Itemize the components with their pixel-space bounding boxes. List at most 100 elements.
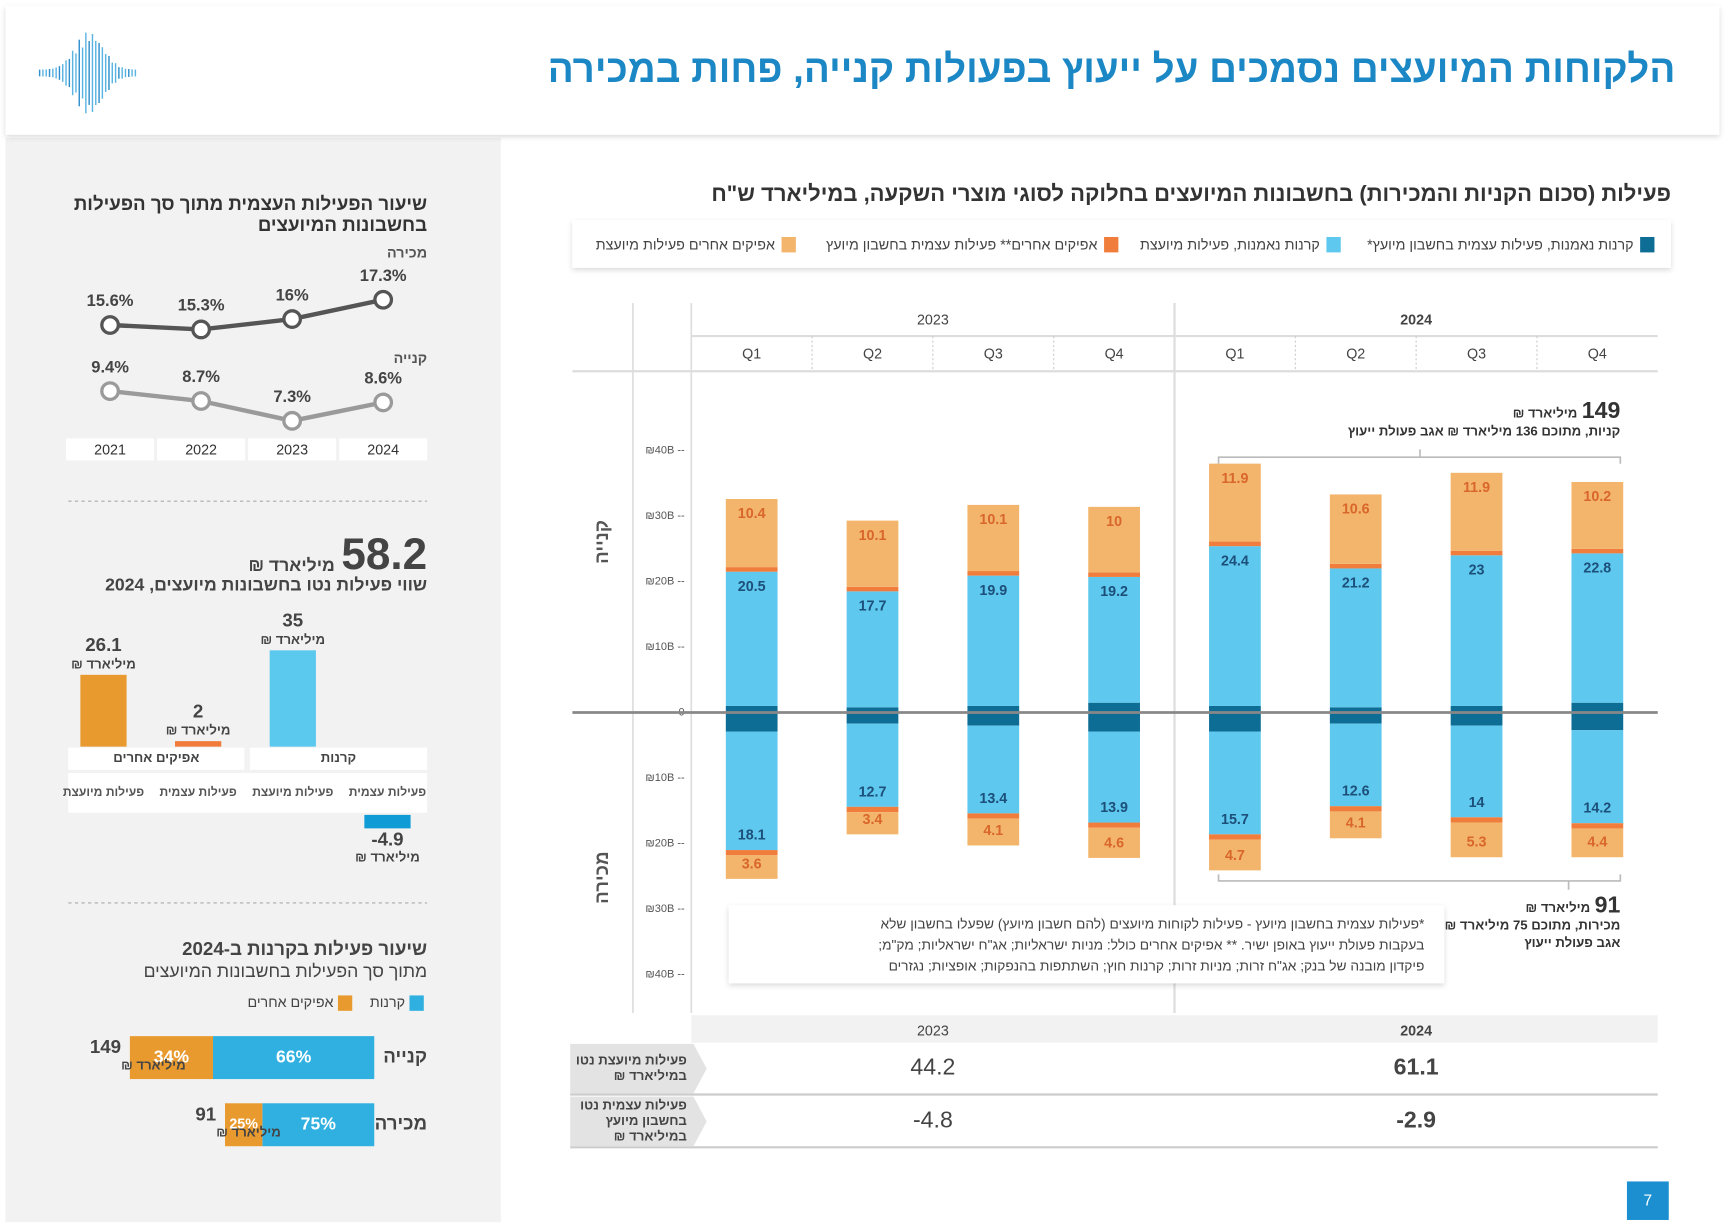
headline-value: 58.2	[341, 530, 427, 579]
header-bar	[5, 5, 1720, 135]
bar-segment	[1209, 705, 1261, 713]
year-label: 2023	[917, 312, 949, 328]
panel-title: בחשבונות המיועצים	[258, 214, 427, 235]
bar-value-label: 14.2	[1583, 801, 1611, 817]
segment-label: 75%	[301, 1113, 337, 1133]
y-tick-label: ₪30B --	[645, 903, 685, 915]
y-tick-label: ₪20B --	[645, 575, 685, 587]
legend-label: אפיקים אחרים	[247, 995, 333, 1011]
bar-value-label: 4.1	[983, 823, 1003, 839]
quarter-label: Q1	[1225, 347, 1244, 363]
bar-value-label: 18.1	[738, 828, 766, 844]
bar-segment	[846, 707, 899, 713]
bar-value-label: 10	[1106, 514, 1122, 530]
bar-segment	[967, 818, 1020, 846]
line-point	[191, 319, 212, 340]
bar-segment	[1571, 481, 1624, 549]
series-label: קנייה	[394, 351, 428, 367]
legend-swatch	[1104, 236, 1119, 253]
bracket	[1217, 449, 1622, 464]
point-label: 16%	[276, 286, 309, 304]
bar-segment	[967, 712, 1020, 726]
bar-value-label: 4.6	[1104, 835, 1124, 851]
panel-title: שיעור הפעילות העצמית מתוך סך הפעילות	[74, 193, 427, 214]
bar-segment	[1450, 817, 1503, 823]
bar-value-label: 4.7	[1225, 848, 1245, 864]
legend-label: קרנות	[370, 995, 405, 1011]
group-box	[249, 747, 428, 770]
legend-swatch	[1640, 236, 1655, 253]
row-label: פעילות מיועצת נטו	[576, 1052, 687, 1067]
bar-segment	[1450, 705, 1503, 713]
line-series	[109, 297, 384, 332]
annotation-note: קניות, מתוכם 136 מיליארד ₪ אגב פעולת ייע…	[1348, 423, 1620, 438]
total-unit: מיליארד ₪	[216, 1124, 281, 1139]
legend-label: אפיקים אחרים פעילות מיועצת	[596, 237, 775, 254]
group-box	[68, 747, 245, 770]
bar-value-label: 3.6	[742, 856, 762, 872]
point-label: 15.3%	[178, 297, 225, 315]
bar-value-label: 12.6	[1342, 784, 1370, 800]
bar-segment	[967, 575, 1020, 706]
legend-box	[572, 220, 1671, 268]
point-label: 8.6%	[364, 370, 402, 388]
quarter-label: Q2	[1346, 347, 1365, 363]
y-tick-label: ₪10B --	[645, 772, 685, 784]
footnote-line: *פעילות עצמית בחשבון מיועץ - פעילות לקוח…	[880, 917, 1425, 932]
annotation-total: 149	[1582, 397, 1621, 423]
x-tick-label: 2022	[185, 442, 217, 458]
bar-segment	[725, 712, 778, 732]
row-label: בחשבון מיועץ	[606, 1113, 687, 1128]
bar-segment	[1450, 822, 1503, 858]
legend-label: אפיקים אחרים** פעילות עצמית בחשבון מיועץ	[826, 237, 1097, 254]
bar-segment	[725, 705, 778, 713]
bar-segment	[1329, 712, 1382, 724]
group-label: אפיקים אחרים	[113, 750, 199, 765]
y-tick-label: ₪10B --	[645, 641, 685, 653]
y-tick-label: ₪30B --	[645, 510, 685, 522]
bar-segment	[1209, 541, 1261, 547]
headline-unit: מיליארד ₪	[248, 555, 334, 575]
segment-label: 34%	[154, 1046, 190, 1066]
bar-segment	[846, 712, 899, 724]
bar-segment	[846, 723, 899, 807]
bar-segment	[1329, 811, 1382, 839]
bar-value-label: -4.9	[371, 828, 403, 849]
sub-label-box	[68, 773, 428, 813]
line-point	[282, 410, 303, 431]
line-point	[282, 309, 303, 329]
quarter-label: Q3	[1467, 347, 1486, 363]
bar-unit-label: מיליארד ₪	[355, 850, 420, 865]
segment-label: 66%	[276, 1046, 312, 1066]
panel-title: שיעור פעילות בקרנות ב-2024	[182, 938, 427, 959]
page-number: 7	[1644, 1192, 1653, 1209]
bar-segment	[967, 813, 1020, 819]
bar-value-label: 14	[1469, 795, 1485, 811]
bar-value-label: 21.2	[1342, 576, 1370, 592]
bar-segment	[1088, 822, 1140, 828]
bar-segment	[1450, 550, 1503, 556]
bar	[364, 814, 411, 829]
bar-segment	[1209, 839, 1261, 871]
year-box	[248, 438, 337, 461]
bar-segment	[967, 504, 1020, 572]
bar-value-label: 11.9	[1463, 480, 1490, 496]
line-point	[373, 392, 394, 413]
bar-segment	[212, 1036, 375, 1080]
bar-segment	[1209, 546, 1261, 706]
bar-segment	[1329, 707, 1382, 713]
bracket	[1217, 874, 1622, 890]
annotation-unit: מיליארד ₪	[1526, 900, 1591, 915]
point-label: 15.6%	[87, 292, 134, 310]
bar-value-label: 19.2	[1100, 584, 1128, 600]
legend-swatch	[337, 995, 353, 1011]
bar-segment	[1209, 731, 1261, 835]
side-label: מכירה	[591, 851, 612, 903]
annotation-total: 91	[1595, 891, 1621, 917]
bar-segment	[1571, 548, 1624, 554]
row-label: מכירה	[375, 1113, 427, 1134]
logo	[38, 32, 137, 114]
row-label: פעילות עצמית נטו	[580, 1098, 687, 1113]
